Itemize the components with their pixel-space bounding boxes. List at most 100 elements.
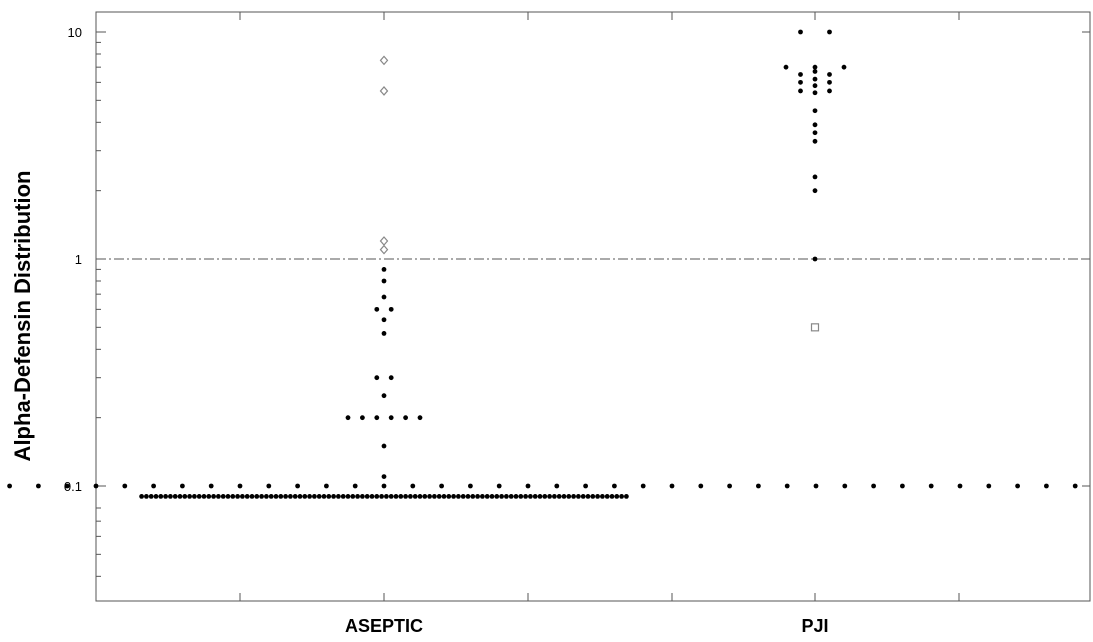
data-point <box>451 493 456 499</box>
data-point <box>504 493 509 499</box>
data-point <box>525 483 531 489</box>
data-point <box>345 415 351 421</box>
data-point <box>168 493 173 499</box>
data-point <box>798 72 803 77</box>
data-point <box>122 483 128 489</box>
data-point <box>576 493 581 499</box>
data-point <box>388 375 394 381</box>
data-point <box>244 493 250 499</box>
data-point <box>812 69 818 74</box>
data-point <box>144 493 149 499</box>
y-axis-title: Alpha-Defensin Distribution <box>10 171 35 462</box>
plot-border <box>95 11 1091 602</box>
data-point <box>177 493 183 499</box>
data-point <box>172 493 178 499</box>
data-point <box>216 493 221 499</box>
data-point <box>556 493 562 499</box>
data-point <box>340 493 346 499</box>
y-tick-label: 0.1 <box>64 479 82 494</box>
data-point <box>326 493 332 499</box>
data-point <box>523 493 528 499</box>
data-point <box>583 483 588 489</box>
data-point <box>465 493 471 499</box>
data-point <box>812 64 818 70</box>
data-point <box>237 483 243 489</box>
data-point <box>192 493 197 499</box>
data-point <box>432 493 437 499</box>
data-point <box>374 306 380 312</box>
data-point <box>566 493 572 499</box>
data-point <box>812 138 818 144</box>
data-point <box>345 493 351 499</box>
data-point <box>484 493 490 499</box>
data-point <box>812 76 818 82</box>
data-point <box>331 493 336 499</box>
data-point <box>812 108 818 114</box>
y-tick-label: 1 <box>75 252 82 267</box>
data-point <box>441 493 447 499</box>
data-point <box>379 86 389 96</box>
data-point <box>206 493 212 499</box>
data-point <box>379 236 389 246</box>
data-point <box>266 483 272 489</box>
data-point <box>410 483 416 489</box>
data-point <box>812 256 818 262</box>
data-point <box>518 493 524 499</box>
data-point <box>813 483 819 489</box>
data-point <box>381 294 387 300</box>
data-point <box>355 493 360 499</box>
data-point <box>756 483 761 489</box>
data-point <box>352 483 358 489</box>
data-point <box>201 493 207 499</box>
data-point <box>408 493 413 499</box>
data-point <box>417 415 423 421</box>
data-point <box>640 483 646 489</box>
data-point <box>422 493 428 499</box>
data-point <box>494 493 500 499</box>
data-point <box>812 130 818 136</box>
plot-frame <box>95 11 1091 602</box>
data-point <box>470 493 476 499</box>
data-point <box>468 483 473 489</box>
data-point <box>360 415 365 421</box>
data-point <box>480 493 485 499</box>
data-point <box>547 493 552 499</box>
x-category-label: ASEPTIC <box>345 616 423 636</box>
data-point <box>379 493 384 499</box>
data-point <box>928 483 934 489</box>
data-point <box>268 493 274 499</box>
x-axis: ASEPTIC PJI <box>239 12 960 636</box>
data-point <box>381 317 387 323</box>
data-point <box>698 483 704 489</box>
data-point <box>158 493 164 499</box>
data-point <box>381 474 387 480</box>
data-point <box>350 493 356 499</box>
data-point <box>1072 483 1078 489</box>
data-point <box>93 483 99 489</box>
data-point <box>669 483 675 489</box>
data-point <box>827 88 832 94</box>
data-point <box>532 493 538 499</box>
data-point <box>489 493 495 499</box>
data-point <box>307 493 312 499</box>
data-point <box>827 29 832 35</box>
data-point <box>784 483 790 489</box>
data-point <box>571 493 576 499</box>
data-point <box>381 278 387 284</box>
data-point <box>381 483 387 489</box>
data-point <box>151 483 157 489</box>
data-point <box>321 493 327 499</box>
data-point <box>841 64 847 70</box>
data-point <box>211 493 217 499</box>
data-point <box>288 493 293 499</box>
data-point <box>393 493 399 499</box>
y-tick-label: 10 <box>68 25 82 40</box>
data-point <box>230 493 236 499</box>
data-point <box>552 493 557 499</box>
data-point <box>254 493 260 499</box>
data-point <box>986 483 992 489</box>
data-point <box>798 29 803 35</box>
data-point <box>381 393 387 399</box>
data-point <box>302 493 308 499</box>
data-point <box>388 306 394 312</box>
